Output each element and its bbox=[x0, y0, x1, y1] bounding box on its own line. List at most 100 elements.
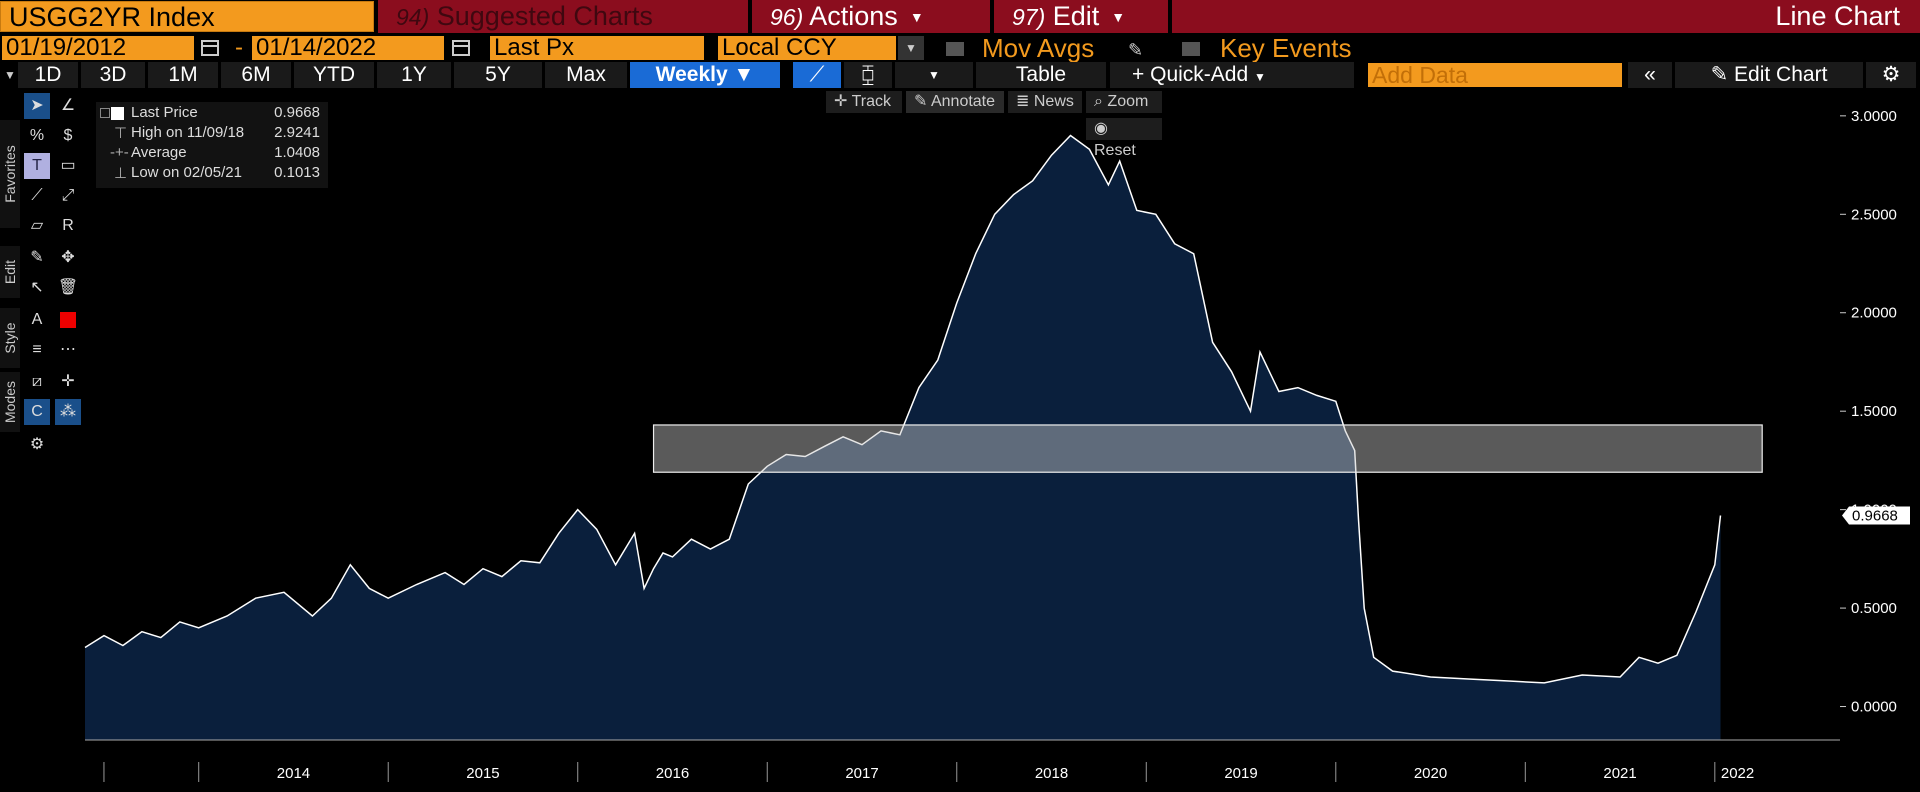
tab-style[interactable]: Style bbox=[0, 308, 20, 368]
calendar-icon[interactable] bbox=[452, 40, 470, 56]
tab-edit[interactable]: Edit bbox=[0, 246, 20, 298]
chevron-down-icon[interactable]: ▼ bbox=[898, 36, 924, 60]
frequency-select[interactable]: Weekly ▼ bbox=[630, 62, 780, 88]
brush-icon[interactable]: ✎ bbox=[30, 249, 44, 266]
select-icon[interactable]: ↖ bbox=[30, 279, 44, 296]
actions-menu-button[interactable]: 96) Actions ▼ bbox=[752, 0, 990, 33]
price-field-select[interactable]: Last Px bbox=[490, 36, 704, 60]
period-5y[interactable]: 5Y bbox=[454, 62, 542, 88]
add-data-input[interactable]: Add Data bbox=[1368, 63, 1622, 87]
suggested-label: Suggested Charts bbox=[436, 1, 653, 31]
chevron-down-icon[interactable]: ▼ bbox=[895, 62, 973, 88]
tab-style-label: Style bbox=[2, 322, 18, 354]
font-icon[interactable]: A bbox=[31, 311, 43, 328]
period-ytd[interactable]: YTD bbox=[294, 62, 374, 88]
period-toolbar: ▼ 1D 3D 1M 6M YTD 1Y 5Y Max Weekly ▼ ⟋ ⧮… bbox=[0, 62, 1920, 89]
legend-last-value: 0.9668 bbox=[274, 104, 320, 121]
reset-button[interactable]: ◉ Reset bbox=[1086, 118, 1162, 159]
color-swatch-icon[interactable] bbox=[55, 307, 81, 333]
line-style-icon[interactable]: ⋯ bbox=[60, 341, 76, 358]
retracement-icon[interactable]: R bbox=[62, 217, 74, 234]
highlight-band bbox=[652, 424, 1763, 473]
pencil-icon: ✎ bbox=[914, 93, 928, 110]
move-icon[interactable]: ✥ bbox=[61, 249, 75, 266]
annotate-button[interactable]: ✎ Annotate bbox=[906, 91, 1004, 113]
last-value-label: 0.9668 bbox=[1852, 508, 1898, 525]
tab-favorites[interactable]: Favorites bbox=[0, 120, 20, 228]
percent-icon[interactable]: % bbox=[29, 127, 45, 144]
text-icon[interactable]: T bbox=[24, 153, 50, 179]
y-tick-label: 0.5000 bbox=[1851, 600, 1897, 617]
y-tick-label: 2.5000 bbox=[1851, 206, 1897, 223]
ruler-icon[interactable]: ⧄ bbox=[31, 373, 43, 390]
plus-icon: + bbox=[1132, 63, 1145, 86]
last-value-marker bbox=[1842, 506, 1910, 525]
period-1d[interactable]: 1D bbox=[18, 62, 78, 88]
start-date-field[interactable]: 01/19/2012 bbox=[2, 36, 194, 60]
period-1m[interactable]: 1M bbox=[148, 62, 218, 88]
rectangle-icon[interactable]: ▭ bbox=[60, 157, 76, 174]
x-tick-label: 2016 bbox=[656, 765, 689, 782]
y-tick-label: 1.5000 bbox=[1851, 403, 1897, 420]
annotate-line-icon[interactable]: ∠ bbox=[60, 97, 76, 114]
legend-high: ⊤ High on 11/09/18 2.9241 bbox=[96, 124, 328, 144]
gear-icon[interactable]: ⚙ bbox=[1866, 62, 1916, 88]
line-chart-icon[interactable]: ⟋ bbox=[793, 62, 841, 88]
line-weight-icon[interactable]: ≡ bbox=[32, 341, 42, 358]
edit-menu-button[interactable]: 97) Edit ▼ bbox=[994, 0, 1168, 33]
period-1y[interactable]: 1Y bbox=[377, 62, 451, 88]
news-button[interactable]: ≣ News bbox=[1008, 91, 1082, 113]
date-separator: - bbox=[235, 34, 243, 61]
legend-last-price[interactable]: Last Price 0.9668 bbox=[96, 104, 328, 124]
currency-select[interactable]: Local CCY bbox=[718, 36, 896, 60]
series-area bbox=[85, 135, 1721, 740]
y-tick-label: 2.0000 bbox=[1851, 305, 1897, 322]
collapse-icon[interactable]: « bbox=[1628, 62, 1672, 88]
legend-last-label: Last Price bbox=[131, 104, 198, 121]
period-6m[interactable]: 6M bbox=[221, 62, 291, 88]
pencil-icon: ✎ bbox=[1710, 63, 1729, 86]
multi-color-icon[interactable]: ⁂ bbox=[55, 399, 81, 425]
edit-label: Edit bbox=[1052, 1, 1100, 31]
crosshair-icon: ✛ bbox=[834, 93, 848, 110]
trash-icon[interactable]: 🗑 bbox=[57, 279, 79, 296]
end-date-field[interactable]: 01/14/2022 bbox=[252, 36, 444, 60]
table-button[interactable]: Table bbox=[976, 62, 1106, 88]
period-max[interactable]: Max bbox=[545, 62, 627, 88]
gear-icon[interactable]: ⚙ bbox=[29, 436, 45, 453]
triangle-down-icon[interactable]: ▼ bbox=[4, 68, 16, 82]
pencil-icon[interactable]: ✎ bbox=[1128, 40, 1144, 60]
tab-modes-label: Modes bbox=[2, 380, 18, 424]
key-events-checkbox[interactable] bbox=[1182, 42, 1200, 56]
dollar-icon[interactable]: $ bbox=[63, 127, 73, 144]
drawing-tool-panel: Favorites Edit Style Modes ➤ ∠ % $ T ▭ ⟋… bbox=[0, 90, 90, 470]
security-ticker[interactable]: USGG2YR Index bbox=[0, 1, 374, 32]
quick-add-label: Quick-Add bbox=[1150, 63, 1249, 86]
suggested-charts-button[interactable]: 94) Suggested Charts bbox=[378, 0, 748, 33]
actions-label: Actions bbox=[809, 1, 898, 31]
collapse-box-icon bbox=[100, 108, 110, 118]
cursor-icon[interactable]: ➤ bbox=[24, 93, 50, 119]
period-3d[interactable]: 3D bbox=[81, 62, 145, 88]
x-tick-label: 2018 bbox=[1035, 765, 1068, 782]
track-button[interactable]: ✛ Track bbox=[826, 91, 902, 113]
magnet-icon[interactable]: C bbox=[24, 399, 50, 425]
zoom-button[interactable]: ⌕ Zoom bbox=[1086, 91, 1162, 113]
tab-modes[interactable]: Modes bbox=[0, 372, 20, 432]
zoom-label: Zoom bbox=[1107, 93, 1149, 110]
edit-chart-button[interactable]: ✎ Edit Chart bbox=[1675, 62, 1863, 88]
x-tick-label: 2017 bbox=[845, 765, 878, 782]
series-line bbox=[84, 134, 1722, 684]
annotate-label: Annotate bbox=[930, 93, 996, 110]
series-swatch bbox=[111, 107, 124, 120]
mov-avgs-checkbox[interactable] bbox=[946, 42, 964, 56]
crosshair-icon[interactable]: ✛ bbox=[61, 373, 75, 390]
quick-add-button[interactable]: + Quick-Add ▼ bbox=[1110, 62, 1354, 88]
trend-line-icon[interactable]: ⤢ bbox=[61, 187, 75, 204]
calendar-icon[interactable] bbox=[201, 40, 219, 56]
chevron-down-icon: ▼ bbox=[1254, 70, 1266, 84]
candlestick-icon[interactable]: ⧮ bbox=[844, 62, 892, 88]
line-icon[interactable]: ⟋ bbox=[31, 187, 43, 204]
legend-high-label: High on 11/09/18 bbox=[131, 124, 245, 141]
channel-icon[interactable]: ▱ bbox=[30, 217, 44, 234]
